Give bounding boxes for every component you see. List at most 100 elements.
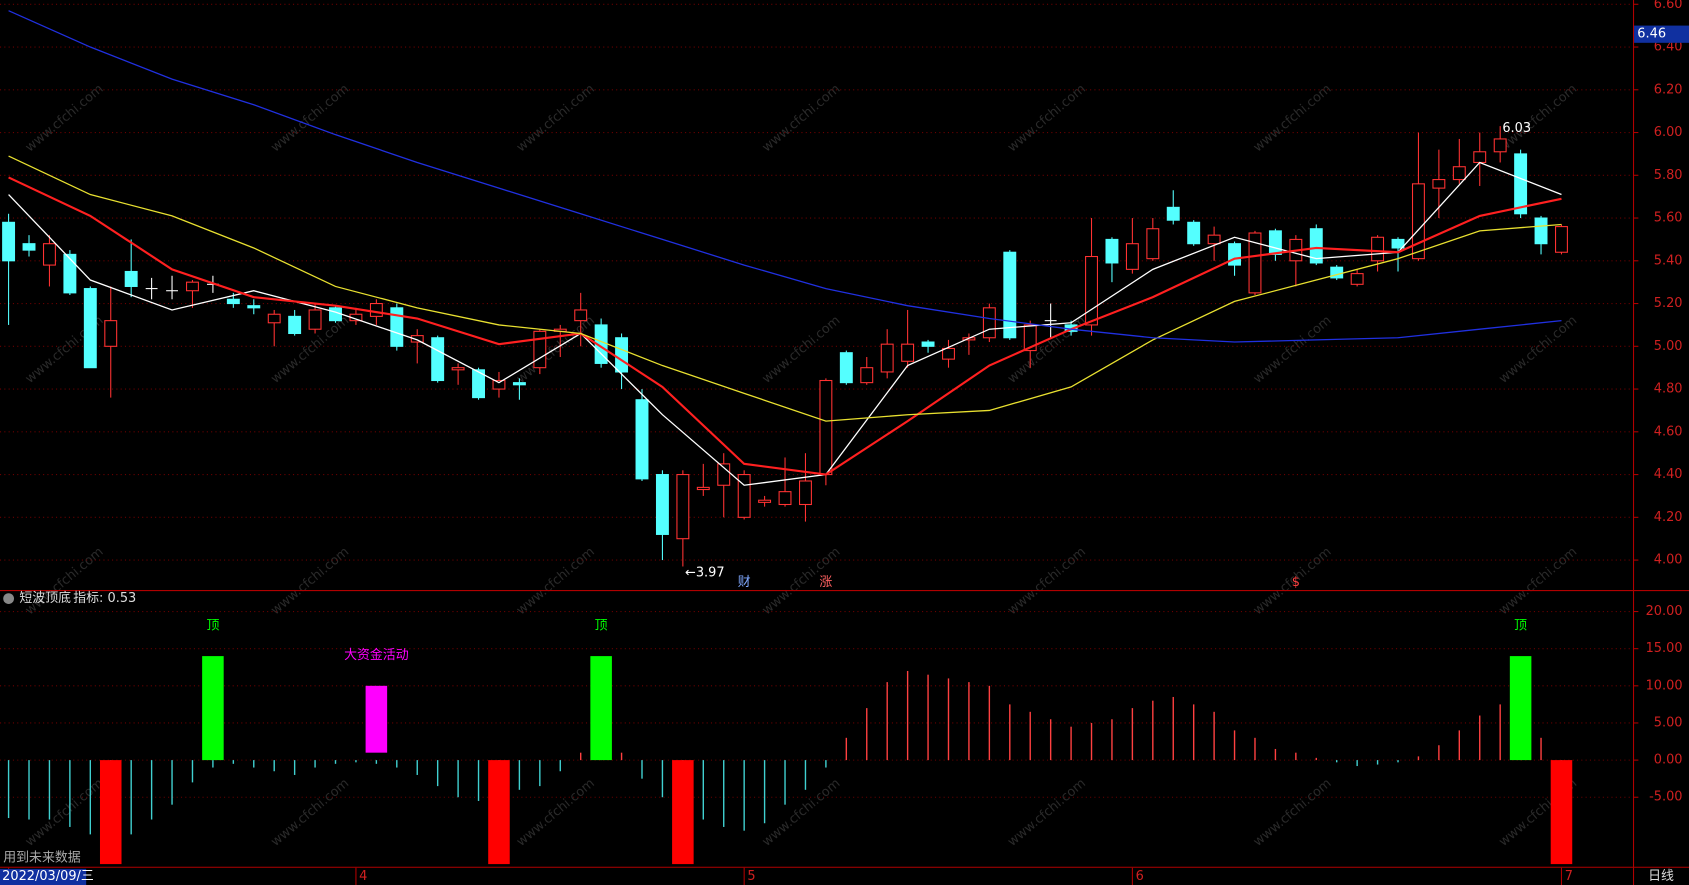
signal-label: 顶 [206, 618, 219, 633]
y-tick-label: 4.80 [1654, 382, 1683, 397]
candle-body [1248, 232, 1262, 294]
candle-body [63, 253, 77, 294]
candle-body [369, 303, 383, 317]
y-tick-label: 6.00 [1654, 125, 1683, 140]
price-annotation: ←3.97 [685, 565, 725, 580]
candle-body [696, 486, 710, 491]
y-tick-label: 5.00 [1654, 715, 1683, 730]
candle-body [288, 315, 302, 335]
signal-bar [590, 656, 612, 761]
candle-body [410, 335, 424, 343]
y-tick-label: 5.40 [1654, 253, 1683, 268]
candle-body [1228, 243, 1242, 266]
candle-body [104, 320, 118, 347]
candle-body [798, 480, 812, 506]
candle-body [431, 337, 445, 382]
candle-body [186, 281, 199, 292]
candle-body [1003, 251, 1017, 339]
candle-body [472, 369, 485, 399]
y-tick-label: 4.60 [1654, 424, 1683, 439]
candle-body [1146, 228, 1160, 260]
candle-body [1350, 273, 1364, 285]
candle-body [247, 305, 261, 309]
y-tick-label: 5.00 [1654, 339, 1683, 354]
ma-line [8, 155, 1562, 422]
candle-body [390, 307, 404, 347]
signal-bar [202, 656, 224, 761]
y-tick-label: -5.00 [1649, 790, 1682, 805]
candle-body [982, 307, 996, 339]
candle-body [1207, 234, 1221, 245]
y-tick-label: 4.20 [1654, 510, 1683, 525]
candle-body [717, 463, 731, 486]
candle-body [226, 298, 240, 305]
candle-body [635, 399, 649, 480]
candle-body [2, 221, 16, 262]
candle-body [942, 347, 955, 360]
candle-body [1493, 138, 1507, 153]
candle-body [615, 337, 629, 373]
candle-body [42, 243, 56, 266]
candle-body [574, 309, 588, 322]
x-tick-label: 4 [359, 869, 367, 884]
candle-body [921, 341, 935, 347]
candle-body [1371, 236, 1385, 262]
event-marker: 涨 [819, 575, 832, 590]
x-tick-label: 7 [1565, 869, 1573, 884]
y-tick-label: 4.00 [1654, 553, 1683, 568]
signal-bar [488, 760, 510, 865]
indicator-title: 短波顶底 [19, 590, 71, 606]
candle-body [1166, 206, 1180, 221]
candle-body [267, 313, 281, 324]
date-box [0, 868, 87, 885]
candle-body [819, 379, 833, 476]
candle-body [839, 352, 853, 384]
price-annotation: 6.03 [1502, 121, 1531, 136]
signal-label: 顶 [1514, 618, 1527, 633]
y-tick-label: 15.00 [1646, 641, 1683, 656]
candle-body [1432, 179, 1446, 189]
candle-body [758, 499, 772, 503]
candle-body [1105, 238, 1119, 264]
candle-body [737, 474, 751, 518]
candle-body [124, 270, 138, 287]
event-marker: 财 [738, 575, 751, 590]
note: 用到未来数据 [3, 851, 81, 866]
candle-body [533, 330, 547, 369]
current-price-box [1634, 25, 1689, 43]
candle-body [22, 243, 36, 251]
candle-body [1309, 228, 1323, 264]
candle-body [83, 288, 97, 369]
candle-body [778, 491, 792, 506]
y-tick-label: 20.00 [1646, 604, 1683, 619]
signal-bar [99, 760, 122, 865]
ma-line [8, 176, 1562, 476]
y-tick-label: 4.40 [1654, 467, 1683, 482]
candle-body [1268, 230, 1282, 255]
candle-body [1125, 243, 1139, 270]
candle-body [1555, 226, 1568, 253]
y-tick-label: 6.20 [1654, 82, 1683, 97]
signal-label: 大资金活动 [344, 647, 409, 663]
y-tick-label: 5.60 [1654, 211, 1683, 226]
candle-body [880, 343, 894, 373]
y-tick-label: 5.80 [1654, 168, 1683, 183]
candle-body [1534, 217, 1548, 245]
candle-body [308, 309, 322, 330]
candle-body [1085, 255, 1098, 326]
y-tick-label: 6.40 [1654, 40, 1683, 55]
y-tick-label: 0.00 [1654, 753, 1683, 768]
ma-line [8, 161, 1562, 486]
candle-body [676, 474, 690, 540]
current-price: 6.46 [1637, 27, 1666, 42]
candle-body [512, 382, 526, 386]
candle-body [1514, 153, 1528, 215]
x-tick-label: 6 [1136, 869, 1144, 884]
signal-bar [1550, 760, 1573, 865]
period: 日线 [1648, 869, 1674, 884]
candle-body [492, 379, 506, 390]
candle-body [1452, 166, 1466, 181]
candle-body [860, 367, 874, 384]
